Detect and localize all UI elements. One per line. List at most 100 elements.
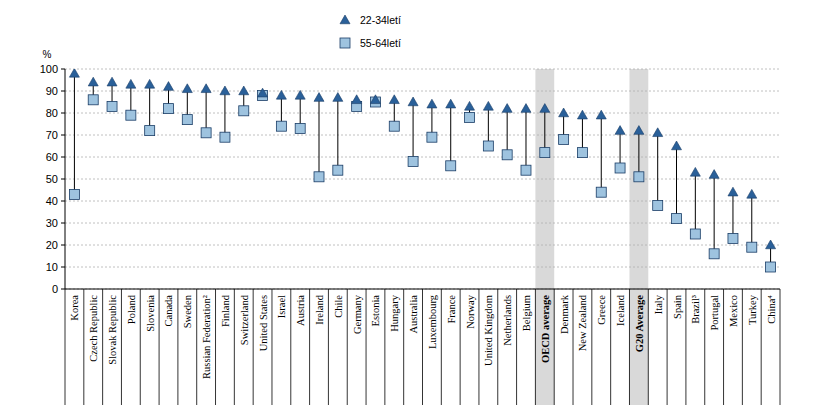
- marker: [201, 84, 211, 93]
- marker: [163, 82, 173, 91]
- category-label: Australia: [408, 295, 419, 334]
- connector: [488, 106, 489, 146]
- tick-label: 80: [46, 107, 58, 119]
- marker: [408, 156, 418, 166]
- tick-label: 0: [52, 283, 58, 295]
- marker: [126, 110, 136, 120]
- highlight-band: [629, 69, 648, 405]
- category-label: New Zealand: [577, 294, 588, 351]
- category-label: Poland: [126, 294, 137, 324]
- separator: [535, 289, 536, 405]
- connector: [149, 84, 150, 130]
- connector: [732, 192, 733, 238]
- category-label: Greece: [596, 295, 607, 325]
- category-label: Korea: [69, 295, 80, 321]
- marker: [766, 240, 776, 249]
- category-label: Luxembourg: [427, 294, 438, 349]
- separator: [65, 289, 66, 405]
- category-label: Belgium: [521, 295, 532, 331]
- separator: [290, 289, 291, 405]
- grid-line: [65, 267, 780, 268]
- marker: [239, 106, 249, 116]
- marker: [446, 161, 456, 171]
- marker: [502, 104, 512, 113]
- tick-mark: [61, 157, 65, 158]
- plot-marks: [69, 69, 775, 272]
- tick-mark: [61, 289, 65, 290]
- axis-label: %: [43, 49, 52, 60]
- category-label: China⁴: [766, 295, 777, 324]
- tick-mark: [61, 91, 65, 92]
- marker: [653, 128, 663, 137]
- connector: [620, 131, 621, 168]
- connector: [695, 172, 696, 234]
- marker: [126, 79, 136, 88]
- tick-label: 20: [46, 239, 58, 251]
- category-label: Iceland: [615, 294, 626, 326]
- marker: [201, 128, 211, 138]
- marker: [389, 95, 399, 104]
- category-label: OECD average: [540, 295, 551, 363]
- marker: [634, 172, 644, 182]
- category-label: Netherlands: [502, 295, 513, 346]
- marker: [747, 189, 757, 198]
- marker: [258, 88, 268, 97]
- category-label: Turkey: [747, 294, 758, 325]
- connector: [676, 146, 677, 219]
- marker: [577, 110, 587, 119]
- marker: [182, 115, 192, 125]
- grid-line: [65, 69, 780, 70]
- tick-mark: [61, 223, 65, 224]
- tick-mark: [61, 135, 65, 136]
- legend-label: 22-34letí: [360, 14, 401, 26]
- marker: [728, 187, 738, 196]
- separator: [685, 289, 686, 405]
- connector: [74, 73, 75, 194]
- marker: [465, 112, 475, 122]
- marker: [540, 148, 550, 158]
- separator: [573, 289, 574, 405]
- marker: [653, 200, 663, 210]
- category-label: United States: [258, 295, 269, 351]
- marker: [483, 101, 493, 110]
- marker: [521, 165, 531, 175]
- highlight-band: [535, 69, 554, 405]
- separator: [102, 289, 103, 405]
- marker: [220, 132, 230, 142]
- marker: [709, 249, 719, 259]
- grid-line: [65, 201, 780, 202]
- connector: [450, 104, 451, 166]
- separator: [422, 289, 423, 405]
- connector: [714, 175, 715, 254]
- category-label: Czech Republic: [88, 295, 99, 362]
- legend-marker: [340, 15, 350, 24]
- category-label: Norway: [465, 294, 476, 329]
- marker: [333, 165, 343, 175]
- category-label: Ireland: [314, 294, 325, 324]
- category-label: United Kingdom: [483, 295, 494, 366]
- category-label: Germany: [352, 294, 363, 334]
- tick-mark: [61, 69, 65, 70]
- separator: [667, 289, 668, 405]
- separator: [253, 289, 254, 405]
- marker: [465, 101, 475, 110]
- marker: [596, 110, 606, 119]
- separator: [761, 289, 762, 405]
- separator: [478, 289, 479, 405]
- category-label: Slovenia: [145, 295, 156, 332]
- connector: [206, 89, 207, 133]
- separator: [215, 289, 216, 405]
- category-label: Finland: [220, 294, 231, 327]
- separator: [234, 289, 235, 405]
- marker: [766, 262, 776, 272]
- tick-label: 10: [46, 261, 58, 273]
- marker: [747, 242, 757, 252]
- separator: [780, 289, 781, 405]
- separator: [384, 289, 385, 405]
- marker: [690, 229, 700, 239]
- separator: [516, 289, 517, 405]
- marker: [577, 148, 587, 158]
- tick-label: 90: [46, 85, 58, 97]
- tick-label: 70: [46, 129, 58, 141]
- marker: [88, 77, 98, 86]
